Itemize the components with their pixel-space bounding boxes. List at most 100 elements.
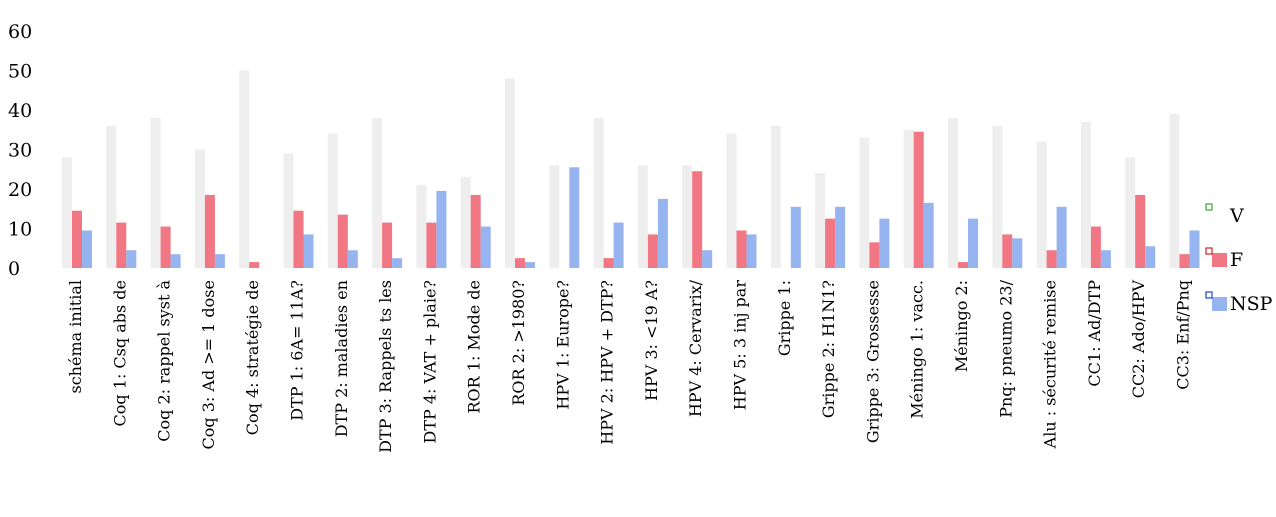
- bar-f-9: [470, 194, 481, 268]
- bar-v-7: [372, 117, 383, 269]
- y-tick-label: 60: [8, 21, 32, 43]
- legend-label-v: V: [1229, 205, 1244, 227]
- bar-nsp-20: [968, 218, 978, 268]
- bar-v-10: [505, 78, 515, 269]
- bar-f-25: [1179, 254, 1190, 268]
- bar-nsp-2: [170, 254, 181, 268]
- bar-v-23: [1080, 121, 1091, 268]
- bar-v-15: [726, 133, 737, 268]
- bar-v-1: [106, 125, 117, 268]
- bar-f-17: [825, 218, 836, 268]
- bar-f-19: [913, 131, 924, 268]
- bar-f-13: [647, 234, 658, 268]
- bar-v-19: [903, 129, 914, 268]
- bar-nsp-5: [303, 234, 314, 268]
- bar-nsp-14: [702, 250, 713, 268]
- x-tick-label: HPV 3: <19 A?: [642, 280, 661, 401]
- bar-v-9: [460, 177, 471, 268]
- bar-nsp-3: [214, 254, 225, 268]
- bar-f-23: [1090, 226, 1101, 268]
- legend-marker-nsp: [1205, 291, 1213, 299]
- legend-marker-v: [1205, 203, 1213, 211]
- bar-nsp-21: [1012, 238, 1023, 268]
- x-tick-label: DTP 1: 6A= 11A?: [288, 280, 307, 421]
- bar-v-0: [62, 157, 72, 268]
- y-tick-label: 10: [8, 219, 32, 241]
- x-tick-label: DTP 3: Rappels ts les: [376, 280, 395, 453]
- x-tick-label: Grippe 2: H1N1?: [819, 280, 838, 418]
- bar-v-22: [1036, 141, 1047, 268]
- x-tick-label: Coq 3: Ad >= 1 dose: [199, 280, 218, 449]
- bar-nsp-9: [480, 226, 491, 268]
- x-axis: schéma initial Coq 1: Csq abs de Coq 2: ra…: [66, 279, 1193, 452]
- x-tick-label: Coq 4: stratégie de: [243, 280, 262, 435]
- bar-f-8: [426, 222, 437, 268]
- bar-v-8: [416, 185, 427, 268]
- bar-f-5: [293, 210, 304, 268]
- bar-f-1: [116, 222, 127, 268]
- bar-nsp-10: [525, 262, 535, 268]
- bar-f-4: [249, 262, 260, 268]
- x-tick-label: DTP 4: VAT + plaie?: [420, 280, 439, 443]
- bar-nsp-13: [657, 198, 668, 268]
- bar-f-3: [204, 194, 215, 268]
- bar-v-18: [859, 137, 870, 268]
- x-tick-label: Pnq: pneumo 23/: [996, 279, 1015, 417]
- y-axis: 0 10 20 30 40 50 60: [8, 21, 32, 280]
- bar-v-21: [992, 125, 1003, 268]
- x-tick-label: HPV 1: Europe?: [553, 280, 572, 410]
- bar-f-22: [1046, 250, 1057, 268]
- bar-v-12: [593, 117, 604, 269]
- bar-nsp-6: [347, 250, 358, 268]
- bar-v-17: [815, 173, 826, 268]
- bar-nsp-1: [126, 250, 137, 268]
- x-tick-label: CC1: Ad/DTP: [1085, 280, 1104, 387]
- legend-swatch-nsp: [1212, 297, 1227, 311]
- bar-v-3: [194, 149, 205, 268]
- bar-v-6: [327, 133, 338, 268]
- bar-f-0: [72, 210, 82, 268]
- bar-nsp-25: [1189, 230, 1200, 268]
- bar-f-15: [736, 230, 747, 268]
- bar-f-21: [1002, 234, 1013, 268]
- x-tick-label: Grippe 1:: [775, 280, 794, 356]
- bar-nsp-15: [746, 234, 757, 268]
- bar-v-20: [948, 117, 958, 269]
- bar-nsp-0: [82, 230, 92, 268]
- bar-v-2: [150, 117, 161, 269]
- bar-v-4: [239, 70, 250, 268]
- bar-v-16: [770, 125, 781, 268]
- legend-label-f: F: [1230, 249, 1243, 271]
- legend-marker-f: [1205, 247, 1213, 255]
- y-tick-label: 50: [8, 61, 32, 83]
- bar-v-11: [549, 165, 560, 268]
- x-tick-label: Grippe 3: Grossesse: [863, 280, 882, 443]
- bar-v-25: [1169, 113, 1180, 268]
- bar-f-18: [869, 242, 880, 268]
- y-tick-label: 30: [8, 140, 32, 162]
- x-tick-label: Alu : sécurité remise: [1041, 280, 1060, 449]
- legend-label-nsp: NSP: [1230, 293, 1273, 315]
- y-tick-label: 40: [8, 100, 32, 122]
- y-tick-label: 0: [8, 258, 20, 280]
- bar-nsp-12: [613, 222, 624, 268]
- bar-nsp-11: [569, 167, 580, 268]
- bar-nsp-8: [436, 190, 447, 268]
- bar-v-14: [682, 165, 693, 268]
- bar-v-24: [1125, 157, 1136, 268]
- x-tick-label: Méningo 1: vacc.: [908, 280, 927, 419]
- x-tick-label: CC3: Enf/Pnq: [1174, 280, 1193, 390]
- bar-nsp-18: [879, 218, 890, 268]
- bar-nsp-19: [923, 202, 934, 268]
- bar-f-24: [1135, 194, 1146, 268]
- x-tick-label: ROR 1: Mode de: [465, 280, 484, 413]
- legend-swatch-f: [1212, 253, 1227, 267]
- x-tick-label: DTP 2: maladies en: [332, 280, 351, 437]
- legend: VF NSP: [1205, 203, 1273, 315]
- bar-nsp-23: [1100, 250, 1111, 268]
- x-tick-label: schéma initial: [66, 280, 85, 393]
- bar-f-2: [160, 226, 171, 268]
- bar-f-14: [692, 171, 703, 268]
- y-tick-label: 20: [8, 179, 32, 201]
